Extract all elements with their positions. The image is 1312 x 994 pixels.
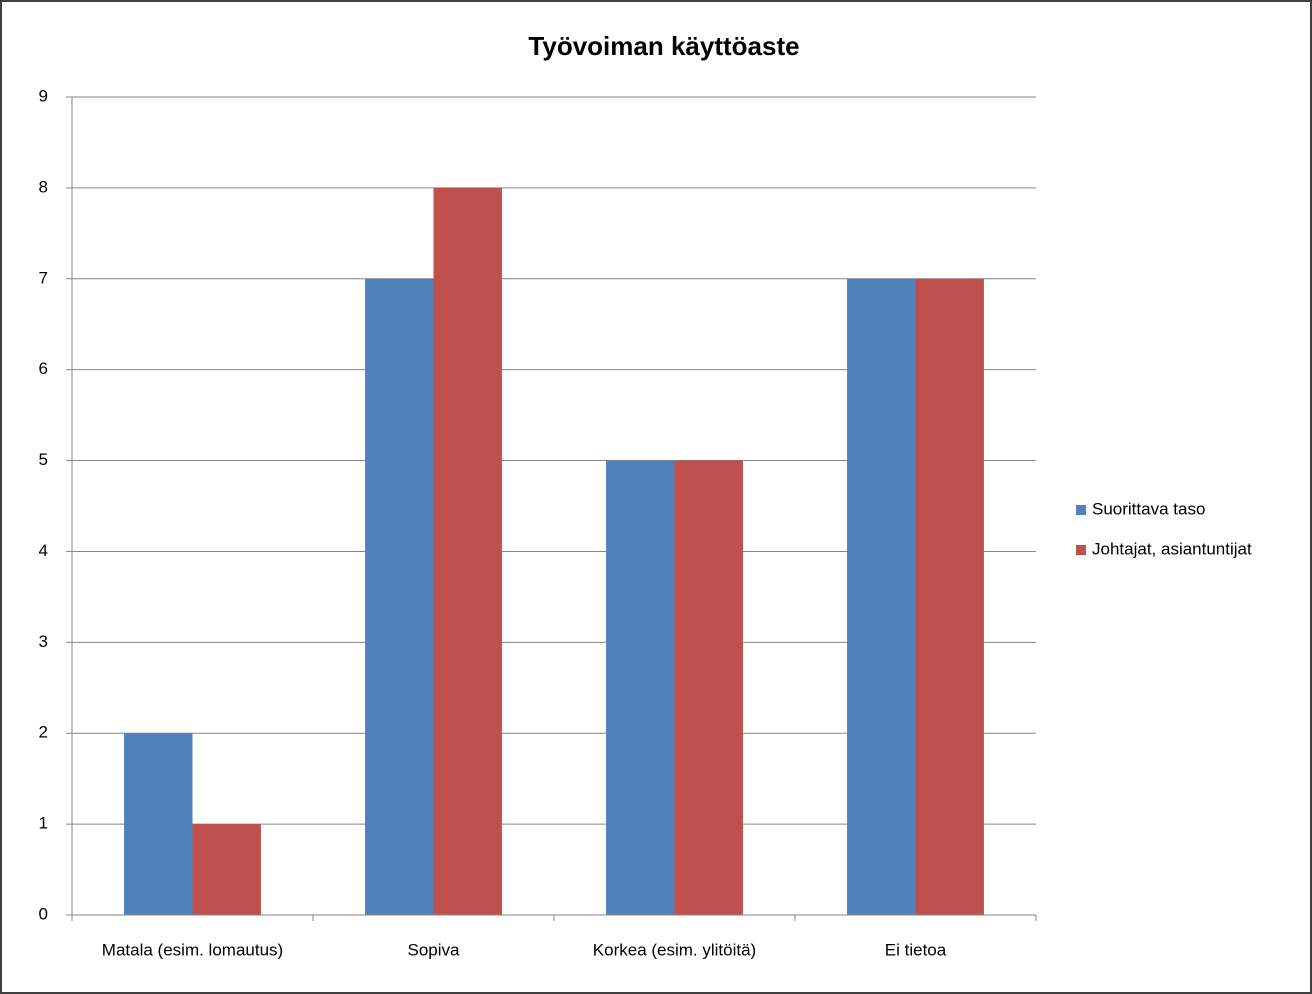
bar — [915, 278, 984, 915]
bar — [124, 733, 193, 915]
y-tick-label: 9 — [39, 86, 48, 105]
y-tick-label: 3 — [39, 632, 48, 651]
y-tick-label: 1 — [39, 814, 48, 833]
y-tick-label: 6 — [39, 359, 48, 378]
bar — [606, 460, 675, 915]
y-tick-label: 5 — [39, 450, 48, 469]
bar — [674, 460, 743, 915]
bar — [192, 824, 261, 915]
legend-swatch — [1076, 545, 1086, 555]
y-tick-label: 8 — [39, 177, 48, 196]
bar — [847, 278, 916, 915]
bar — [433, 187, 502, 915]
legend-swatch — [1076, 505, 1086, 515]
bar — [365, 278, 434, 915]
x-tick-label: Sopiva — [408, 940, 461, 959]
legend-label: Suorittava taso — [1092, 499, 1205, 518]
y-tick-label: 0 — [39, 904, 48, 923]
y-tick-label: 7 — [39, 268, 48, 287]
legend-label: Johtajat, asiantuntijat — [1092, 539, 1252, 558]
x-tick-label: Matala (esim. lomautus) — [102, 940, 283, 959]
x-tick-label: Korkea (esim. ylitöitä) — [593, 940, 756, 959]
y-tick-label: 4 — [39, 541, 48, 560]
y-tick-label: 2 — [39, 723, 48, 742]
chart-title: Työvoiman käyttöaste — [528, 31, 799, 61]
x-tick-label: Ei tietoa — [885, 940, 947, 959]
